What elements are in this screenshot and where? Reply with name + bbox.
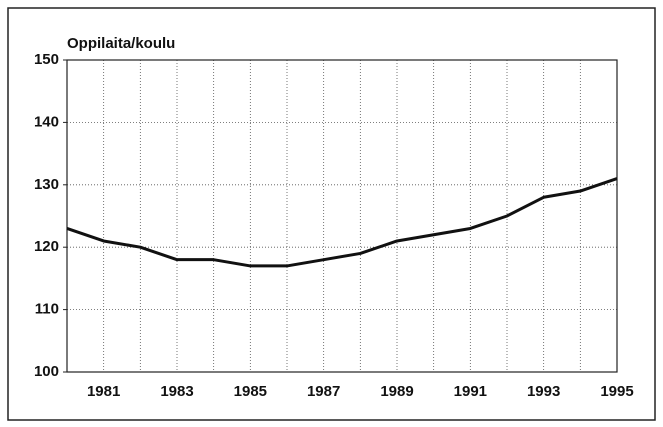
frame [7,7,656,421]
y-tick-label: 110 [35,301,59,318]
x-tick-label: 1981 [87,383,120,400]
x-tick-label: 1989 [380,383,413,400]
y-tick-label: 120 [34,238,59,255]
line [66,177,618,268]
x-tick-label: 1983 [160,383,193,400]
x-tick-label: 1995 [600,383,633,400]
y-tick-label: 150 [34,51,59,68]
y-tick-label: 100 [34,363,59,380]
y-tick-label: 140 [34,113,59,130]
plot-frame [66,59,618,373]
x-tick-label: 1985 [234,383,267,400]
y-tick-label: 130 [34,176,59,193]
x-tick-label: 1991 [454,383,487,400]
x-tick-label: 1993 [527,383,560,400]
x-tick-label: 1987 [307,383,340,400]
chart-title: Oppilaita/koulu [67,35,175,52]
